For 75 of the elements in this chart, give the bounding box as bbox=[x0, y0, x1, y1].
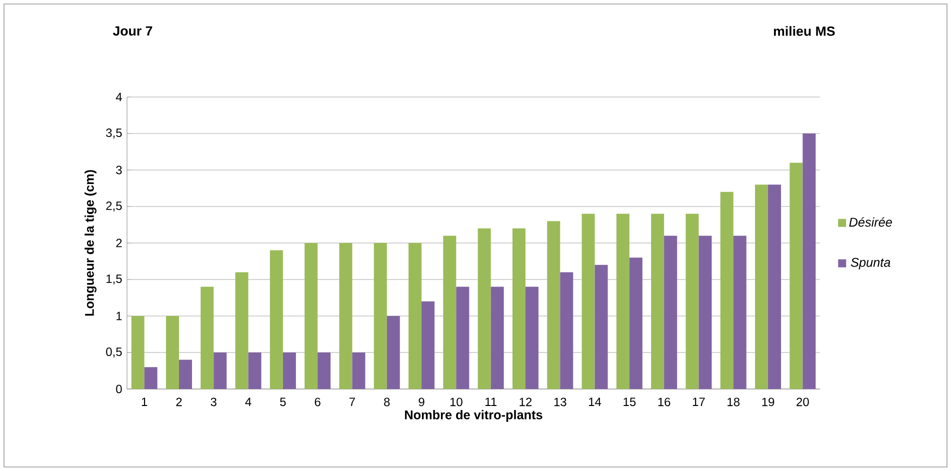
bar bbox=[664, 236, 678, 389]
bar bbox=[594, 264, 608, 389]
x-tick-label: 2 bbox=[176, 398, 182, 406]
bar bbox=[352, 352, 366, 389]
x-tick-label: 11 bbox=[486, 398, 496, 406]
legend-label: Désirée bbox=[849, 217, 892, 227]
bar bbox=[270, 250, 283, 389]
y-tick-label: 3,5 bbox=[106, 128, 122, 138]
bar bbox=[490, 286, 504, 389]
x-tick-label: 7 bbox=[350, 398, 355, 406]
x-tick-label: 16 bbox=[658, 398, 670, 406]
bar bbox=[131, 316, 144, 389]
bar bbox=[698, 236, 712, 389]
bar bbox=[651, 214, 664, 389]
bar bbox=[768, 184, 782, 389]
bar bbox=[144, 367, 158, 389]
bar bbox=[629, 258, 642, 389]
bar bbox=[616, 214, 630, 389]
y-tick-label: 1,5 bbox=[106, 274, 122, 284]
bar bbox=[408, 242, 422, 389]
bar bbox=[443, 236, 456, 389]
x-tick-label: 4 bbox=[245, 398, 252, 406]
bar bbox=[374, 242, 387, 389]
x-tick-label: 17 bbox=[692, 398, 705, 406]
bar bbox=[386, 316, 400, 389]
x-tick-label: 5 bbox=[280, 398, 286, 406]
y-axis-title: Longueur de la tige (cm) bbox=[84, 170, 96, 316]
x-tick-label: 9 bbox=[418, 398, 424, 406]
bar bbox=[790, 162, 803, 389]
text: milieu MS bbox=[774, 26, 835, 36]
bar bbox=[422, 301, 435, 389]
x-tick-label: 6 bbox=[314, 398, 320, 406]
bar bbox=[560, 272, 574, 389]
x-tick-label: 14 bbox=[589, 398, 602, 406]
bar bbox=[166, 316, 179, 389]
y-tick-label: 1 bbox=[116, 312, 122, 320]
x-tick-label: 15 bbox=[624, 398, 636, 406]
y-tick-label: 2 bbox=[116, 238, 122, 248]
bar bbox=[686, 214, 699, 389]
bar bbox=[512, 228, 526, 389]
bar bbox=[200, 286, 214, 389]
bar bbox=[733, 236, 746, 389]
y-tick-label: 3 bbox=[116, 166, 122, 174]
y-tick-label: 0,5 bbox=[106, 348, 122, 358]
bar bbox=[235, 272, 248, 389]
y-tick-label: 0 bbox=[116, 384, 122, 394]
x-tick-label: 20 bbox=[796, 398, 809, 406]
bar bbox=[720, 192, 734, 389]
legend-label: Spunta bbox=[850, 258, 890, 270]
bar bbox=[755, 184, 768, 389]
bar bbox=[282, 352, 296, 389]
bar bbox=[318, 352, 331, 389]
x-tick-label: 18 bbox=[728, 398, 740, 406]
y-tick-label: 4 bbox=[116, 92, 122, 102]
y-tick-label: 2,5 bbox=[106, 202, 122, 212]
bar bbox=[802, 134, 816, 389]
x-tick-label: 13 bbox=[554, 398, 566, 406]
bar bbox=[582, 214, 595, 389]
x-tick-label: 10 bbox=[450, 398, 462, 406]
bar bbox=[339, 242, 352, 389]
bar bbox=[304, 242, 318, 389]
bar bbox=[248, 352, 262, 389]
x-tick-label: 3 bbox=[210, 398, 216, 406]
x-axis-title: Nombre de vitro-plants bbox=[405, 410, 542, 422]
x-tick-label: 1 bbox=[142, 398, 148, 406]
bar bbox=[456, 286, 470, 389]
bar bbox=[547, 221, 560, 389]
bar bbox=[525, 286, 538, 389]
bar bbox=[214, 352, 227, 389]
x-tick-label: 19 bbox=[762, 398, 774, 406]
x-tick-label: 8 bbox=[384, 398, 390, 406]
bar bbox=[178, 360, 192, 389]
text: Jour 7 bbox=[112, 26, 152, 36]
bar bbox=[478, 228, 491, 389]
x-tick-label: 12 bbox=[520, 398, 532, 406]
